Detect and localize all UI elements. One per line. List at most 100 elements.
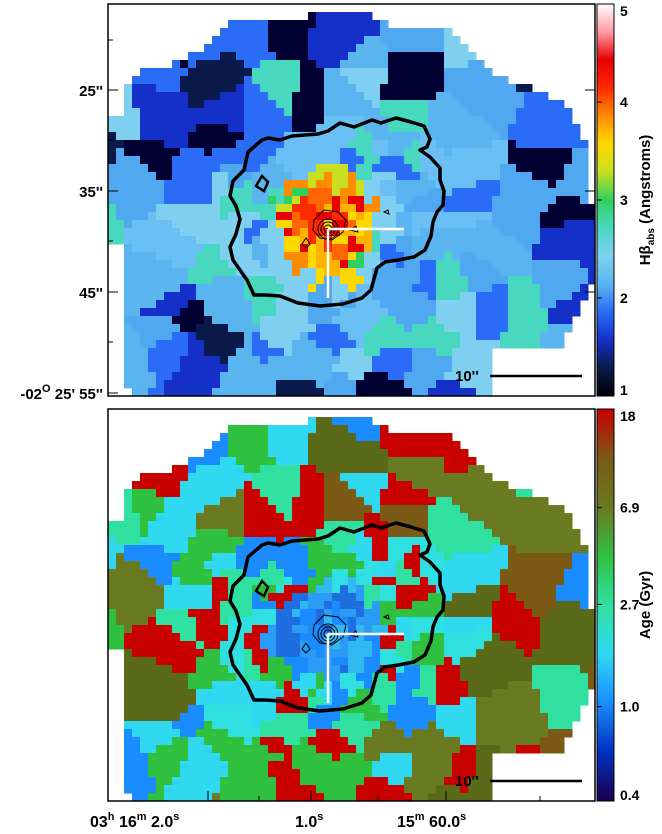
map-pixel — [404, 569, 413, 578]
map-pixel — [300, 316, 309, 325]
map-pixel — [436, 252, 445, 261]
map-pixel — [332, 308, 341, 317]
map-pixel — [284, 284, 293, 293]
map-pixel — [260, 433, 269, 442]
map-pixel — [412, 625, 421, 634]
map-pixel — [556, 324, 565, 333]
map-pixel — [300, 713, 309, 722]
map-pixel — [404, 44, 413, 53]
map-pixel — [180, 705, 189, 714]
map-pixel — [276, 84, 285, 93]
map-pixel — [348, 220, 357, 229]
map-pixel — [212, 577, 221, 586]
map-pixel — [580, 673, 589, 682]
map-pixel — [244, 268, 253, 277]
map-pixel — [460, 545, 469, 554]
map-pixel — [228, 673, 237, 682]
map-pixel — [500, 268, 509, 277]
map-pixel — [236, 300, 245, 309]
map-pixel — [268, 753, 277, 762]
map-pixel — [404, 505, 413, 514]
map-pixel — [492, 316, 501, 325]
map-pixel — [508, 164, 517, 173]
map-pixel — [284, 68, 293, 77]
map-pixel — [204, 92, 213, 101]
map-pixel — [420, 705, 429, 714]
map-pixel — [156, 737, 165, 746]
map-pixel — [300, 753, 309, 762]
map-pixel — [324, 348, 333, 357]
map-pixel — [124, 148, 133, 157]
map-pixel — [516, 324, 525, 333]
map-pixel — [332, 769, 341, 778]
map-pixel — [516, 340, 525, 349]
map-pixel — [428, 505, 437, 514]
map-pixel — [260, 705, 269, 714]
map-pixel — [564, 649, 573, 658]
map-pixel — [164, 689, 173, 698]
map-pixel — [532, 697, 541, 706]
map-pixel — [468, 220, 477, 229]
map-pixel — [180, 513, 189, 522]
map-pixel — [156, 276, 165, 285]
map-pixel — [356, 561, 365, 570]
map-pixel — [300, 521, 309, 530]
map-pixel — [260, 124, 269, 133]
map-pixel — [244, 36, 253, 45]
map-pixel — [412, 561, 421, 570]
map-pixel — [396, 28, 405, 37]
map-pixel — [340, 673, 349, 682]
map-pixel — [164, 697, 173, 706]
map-pixel — [532, 529, 541, 538]
map-pixel — [172, 473, 181, 482]
map-pixel — [204, 777, 213, 786]
map-pixel — [412, 609, 421, 618]
map-pixel — [220, 577, 229, 586]
map-pixel — [404, 212, 413, 221]
map-pixel — [412, 52, 421, 61]
map-pixel — [140, 513, 149, 522]
map-pixel — [484, 601, 493, 610]
map-pixel — [580, 284, 589, 293]
map-pixel — [140, 124, 149, 133]
map-pixel — [572, 220, 581, 229]
map-pixel — [428, 745, 437, 754]
map-pixel — [412, 140, 421, 149]
map-pixel — [436, 300, 445, 309]
map-pixel — [556, 657, 565, 666]
map-pixel — [116, 633, 125, 642]
map-pixel — [508, 513, 517, 522]
map-pixel — [156, 108, 165, 117]
map-pixel — [524, 745, 533, 754]
map-pixel — [356, 68, 365, 77]
map-pixel — [516, 252, 525, 261]
map-pixel — [308, 340, 317, 349]
map-pixel — [356, 188, 365, 197]
map-pixel — [300, 433, 309, 442]
map-pixel — [532, 132, 541, 141]
map-pixel — [204, 364, 213, 373]
map-pixel — [484, 713, 493, 722]
map-pixel — [452, 777, 461, 786]
map-pixel — [444, 236, 453, 245]
map-pixel — [308, 388, 317, 396]
map-pixel — [124, 212, 133, 221]
map-pixel — [340, 489, 349, 498]
map-pixel — [196, 561, 205, 570]
map-pixel — [324, 188, 333, 197]
map-pixel — [476, 665, 485, 674]
map-pixel — [268, 52, 277, 61]
map-pixel — [180, 212, 189, 221]
map-pixel — [444, 761, 453, 770]
map-pixel — [364, 388, 373, 396]
map-pixel — [364, 425, 373, 434]
map-pixel — [244, 705, 253, 714]
map-pixel — [260, 745, 269, 754]
map-pixel — [124, 649, 133, 658]
map-pixel — [460, 625, 469, 634]
map-pixel — [140, 593, 149, 602]
map-pixel — [556, 721, 565, 730]
map-pixel — [356, 553, 365, 562]
map-pixel — [372, 625, 381, 634]
map-pixel — [452, 340, 461, 349]
